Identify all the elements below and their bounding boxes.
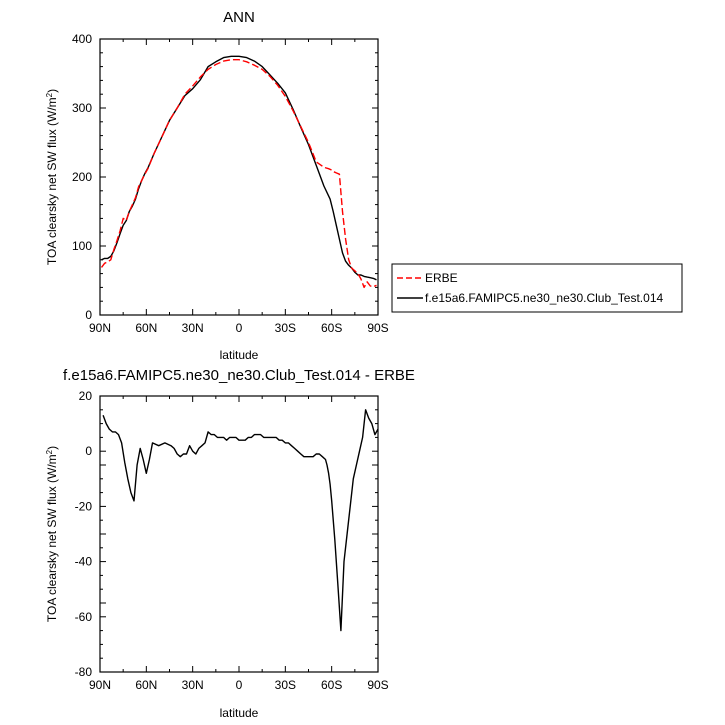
bottom-x-tick-label: 60S [321, 678, 342, 692]
top-x-tick-label: 90S [367, 321, 388, 335]
bottom-chart-title: f.e15a6.FAMIPC5.ne30_ne30.Club_Test.014 … [63, 367, 415, 384]
bottom-x-tick-label: 60N [135, 678, 157, 692]
legend: ERBE f.e15a6.FAMIPC5.ne30_ne30.Club_Test… [391, 263, 683, 313]
legend-label-erbe: ERBE [425, 271, 458, 285]
bottom-x-tick-label: 90S [367, 678, 388, 692]
bottom-x-tick-label: 30S [275, 678, 296, 692]
bottom-x-tick-label: 90N [89, 678, 111, 692]
top-y-tick-label: 300 [72, 101, 92, 115]
top-series-line-erbe [100, 59, 377, 289]
bottom-y-axis-label: TOA clearsky net SW flux (W/m2) [45, 446, 59, 622]
top-panel: ANN 90N 60N 30N 0 30S 60S 90S 0 100 200 300 400 lat… [45, 9, 389, 362]
legend-frame [391, 263, 683, 313]
bottom-x-tick-label: 30N [182, 678, 204, 692]
bottom-x-tick-label: 0 [236, 678, 243, 692]
bottom-y-tick-label: -40 [75, 555, 93, 569]
top-y-axis-label-main: TOA clearsky net SW flux (W/m [45, 97, 59, 265]
top-x-tick-label: 30S [275, 321, 296, 335]
bottom-plot-frame [99, 395, 379, 673]
top-plot-frame [99, 38, 379, 316]
top-y-tick-label: 100 [72, 239, 92, 253]
bottom-y-tick-label: -80 [75, 665, 93, 679]
bottom-panel: f.e15a6.FAMIPC5.ne30_ne30.Club_Test.014 … [45, 367, 415, 720]
top-x-tick-label: 60N [135, 321, 157, 335]
top-y-axis-label: TOA clearsky net SW flux (W/m2) [45, 89, 59, 265]
top-series-line-f-e15a6-famipc5-ne30-ne30-club-test-014 [101, 55, 377, 281]
bottom-y-tick-label: -20 [75, 499, 93, 513]
top-x-tick-label: 90N [89, 321, 111, 335]
legend-label-model: f.e15a6.FAMIPC5.ne30_ne30.Club_Test.014 [425, 291, 663, 305]
top-x-tick-label: 30N [182, 321, 204, 335]
bottom-y-tick-label: 0 [85, 444, 92, 458]
top-x-tick-label: 0 [236, 321, 243, 335]
top-x-tick-label: 60S [321, 321, 342, 335]
bottom-x-axis-label: latitude [220, 706, 259, 720]
bottom-y-axis-label-sup: 2 [45, 449, 54, 454]
top-y-tick-label: 200 [72, 170, 92, 184]
bottom-y-tick-label: 20 [79, 389, 93, 403]
bottom-y-tick-label: -60 [75, 610, 93, 624]
top-chart-title: ANN [223, 9, 255, 26]
bottom-plot-area: 90N 60N 30N 0 30S 60S 90S 20 0 -20 -40 -60 -80 [75, 389, 389, 692]
top-plot-area: 90N 60N 30N 0 30S 60S 90S 0 100 200 300 400 [72, 32, 389, 335]
top-y-tick-label: 0 [85, 308, 92, 322]
top-y-axis-label-end: ) [45, 89, 59, 93]
bottom-series-line-0 [102, 409, 379, 632]
bottom-y-axis-label-end: ) [45, 446, 59, 450]
top-y-tick-label: 400 [72, 32, 92, 46]
top-x-axis-label: latitude [220, 348, 259, 362]
bottom-y-axis-label-main: TOA clearsky net SW flux (W/m [45, 454, 59, 622]
top-y-axis-label-sup: 2 [45, 92, 54, 97]
